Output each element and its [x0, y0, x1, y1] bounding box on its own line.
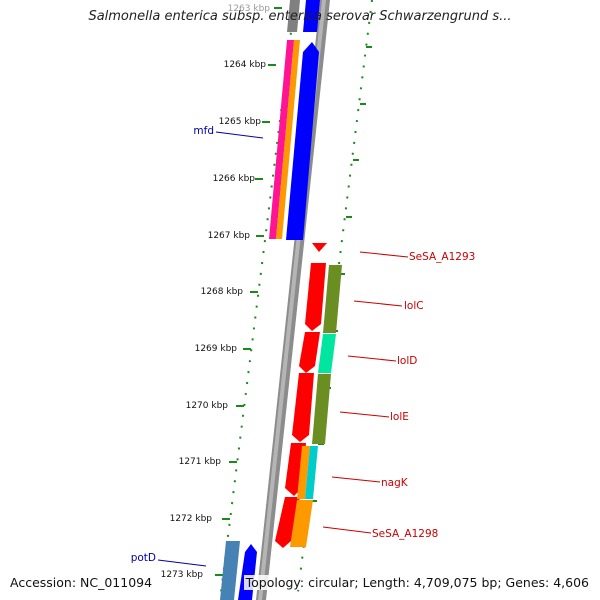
- cds-mfd: [286, 42, 319, 240]
- connector-mfd: [215, 131, 264, 139]
- gene-label-SeSA_A1298[interactable]: SeSA_A1298: [372, 528, 438, 540]
- cog-lolE: [312, 374, 331, 444]
- tick-label-1264: 1264 kbp: [224, 60, 267, 70]
- cog-nagK-cyan: [305, 446, 318, 499]
- tick-marks: [215, 7, 282, 576]
- topology-info: Topology: circular; Length: 4,709,075 bp…: [243, 575, 591, 590]
- feature-gray-top: [287, 0, 300, 32]
- connector-SeSA_A1293: [359, 251, 409, 258]
- gene-label-mfd[interactable]: mfd: [193, 125, 214, 137]
- cds-SeSA_A1298: [275, 497, 300, 548]
- cds-lolE: [292, 373, 314, 442]
- map-title: Salmonella enterica subsp. enterica sero…: [88, 9, 512, 24]
- tick-label-1265: 1265 kbp: [219, 117, 262, 127]
- tick-label-1267: 1267 kbp: [208, 231, 251, 241]
- cog-lolC: [323, 265, 342, 333]
- dotted-track-right: [296, 0, 373, 600]
- gene-label-lolD[interactable]: lolD: [397, 355, 417, 367]
- gene-labels: SeSA_A1293 lolC lolD lolE nagK SeSA_A129…: [131, 125, 476, 564]
- tick-labels: 1263 kbp 1264 kbp 1265 kbp 1266 kbp 1267…: [161, 4, 271, 580]
- gene-label-potD[interactable]: potD: [131, 552, 156, 564]
- tick-label-1268: 1268 kbp: [201, 287, 244, 297]
- tick-label-1273: 1273 kbp: [161, 570, 204, 580]
- connector-SeSA_A1298: [322, 526, 372, 534]
- tick-label-1266: 1266 kbp: [213, 174, 256, 184]
- cds-potD: [238, 544, 257, 600]
- tick-label-1263: 1263 kbp: [228, 4, 271, 14]
- tick-label-1272: 1272 kbp: [170, 514, 213, 524]
- connector-potD: [157, 559, 207, 567]
- connector-lolC: [353, 300, 403, 307]
- cog-SeSA_A1298: [290, 500, 313, 547]
- tick-label-1269: 1269 kbp: [195, 344, 238, 354]
- feature-orange-mfd: [276, 40, 300, 239]
- reverse-strand-features-bottom: [220, 541, 257, 600]
- gene-label-lolE[interactable]: lolE: [390, 411, 409, 423]
- connector-nagK: [331, 476, 381, 483]
- gene-label-SeSA_A1293[interactable]: SeSA_A1293: [409, 251, 475, 263]
- reverse-strand-features-top: [269, 0, 320, 240]
- cog-lolD: [318, 334, 336, 373]
- gene-label-lolC[interactable]: lolC: [404, 300, 424, 312]
- tick-label-1270: 1270 kbp: [186, 401, 229, 411]
- feature-steel-potD: [220, 541, 240, 600]
- gene-label-nagK[interactable]: nagK: [381, 477, 409, 489]
- feature-blue-top: [303, 0, 320, 32]
- accession-info: Accession: NC_011094: [8, 575, 155, 590]
- connector-lolD: [347, 355, 397, 362]
- cog-nagK-orange: [297, 446, 310, 499]
- label-connectors: [157, 131, 409, 567]
- cog-blocks: [290, 265, 342, 547]
- feature-pink-mfd: [269, 40, 294, 239]
- cds-lolC: [305, 263, 326, 331]
- connector-lolE: [339, 411, 390, 418]
- tick-label-1271: 1271 kbp: [179, 457, 222, 467]
- cds-SeSA_A1293: [312, 243, 327, 252]
- forward-strand-cds: [275, 243, 327, 548]
- cds-lolD: [299, 332, 320, 373]
